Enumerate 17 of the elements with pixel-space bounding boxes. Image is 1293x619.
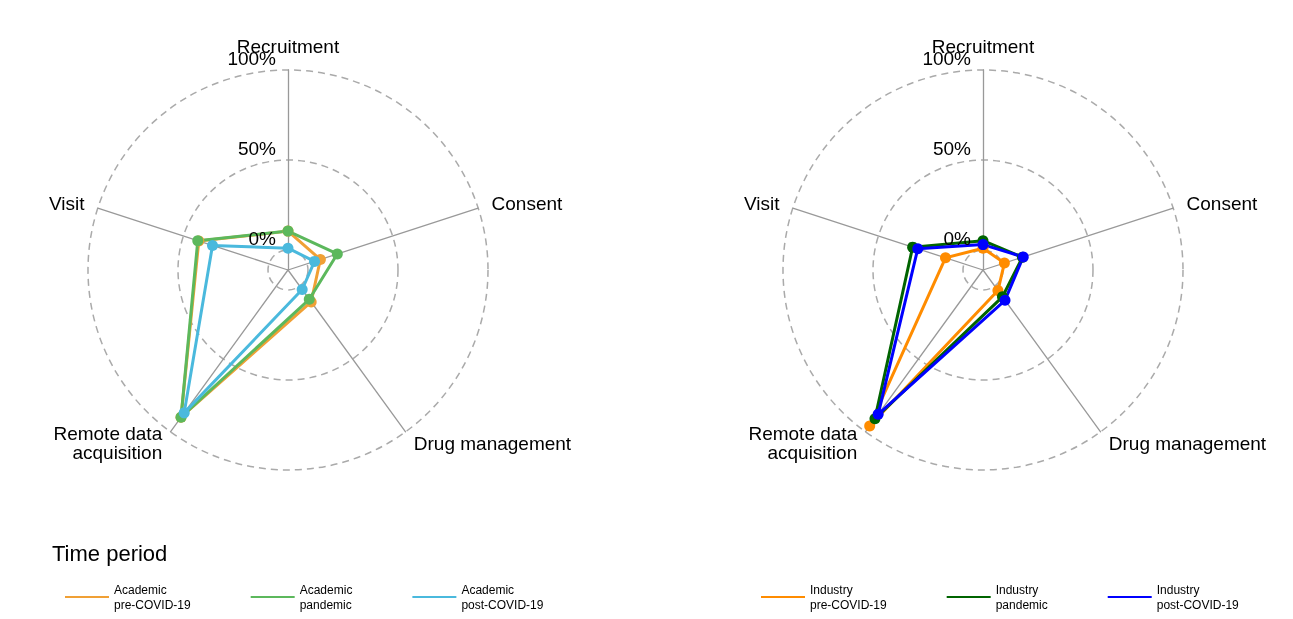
- y-tick-label: 50%: [932, 138, 972, 160]
- spoke-label: Consent: [491, 193, 564, 215]
- spoke-label: Remote data acquisition: [748, 423, 858, 464]
- spoke-label: Visit: [743, 193, 781, 215]
- spoke-label: Visit: [48, 193, 86, 215]
- legend-label: Academic pandemic: [299, 582, 353, 612]
- legend-label: Academic pre-COVID-19: [114, 582, 192, 612]
- legend-title: Time period: [52, 540, 168, 566]
- spoke-label: Drug management: [1108, 432, 1267, 454]
- spoke-label: Consent: [1186, 193, 1259, 215]
- legend-label: Academic post-COVID-19: [461, 582, 544, 612]
- legend-label: Industry post-COVID-19: [1156, 582, 1240, 612]
- legend-label: Industry pandemic: [995, 582, 1048, 612]
- spoke-label: Remote data acquisition: [53, 423, 163, 464]
- y-tick-label: 50%: [237, 138, 277, 160]
- legend-label: Industry pre-COVID-19: [810, 582, 888, 612]
- spoke-label: Drug management: [413, 432, 572, 454]
